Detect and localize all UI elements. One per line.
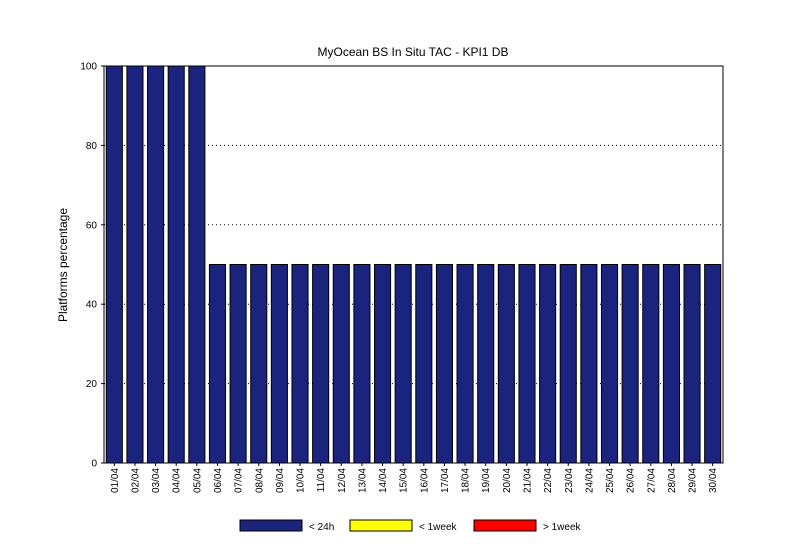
legend-label: < 24h [309,522,334,533]
bar [559,264,577,464]
legend-label: > 1week [543,522,582,533]
y-tick-label: 0 [91,459,97,470]
bar [229,264,247,464]
x-tick-label: 25/04 [605,468,616,493]
x-tick-label: 13/04 [357,468,368,493]
legend: < 24h < 1week > 1week [239,519,582,533]
bar [394,264,412,464]
bar [270,264,288,464]
plot-frame [103,65,724,464]
bars-group [105,65,722,464]
legend-swatch [239,519,303,532]
y-tick-label: 80 [86,141,98,152]
bar [518,264,536,464]
bar [374,264,392,464]
x-tick-label: 18/04 [461,468,472,493]
x-tick-label: 04/04 [172,468,183,493]
bar [704,264,722,464]
bar [250,264,268,464]
bar [291,264,309,464]
bar [208,264,227,464]
legend-swatch [349,519,413,532]
bar [621,264,639,464]
x-tick-label: 21/04 [522,468,533,493]
axes-group [103,65,724,464]
legend-label: < 1week [419,522,458,533]
x-tick-label: 24/04 [584,468,595,493]
bar [497,264,515,464]
x-tick-label: 07/04 [234,468,245,493]
bar [662,264,680,464]
bar [415,264,433,464]
bar [600,264,619,464]
bar [477,264,495,464]
x-tick-label: 05/04 [192,468,203,493]
legend-swatch [473,519,537,532]
bar [353,264,371,464]
y-axis-label: Platforms percentage [56,208,70,322]
bar [105,65,123,464]
bar [126,65,144,464]
x-tick-label: 12/04 [337,468,348,493]
x-tick-label: 17/04 [440,468,451,493]
y-tick-label: 40 [86,300,98,311]
chart-title: MyOcean BS In Situ TAC - KPI1 DB [318,45,509,59]
x-tick-label: 22/04 [543,468,554,493]
bar [312,264,330,464]
x-ticks-group: 01/04 02/04 03/04 04/04 05/04 06/04 07/04 08/04… [110,463,719,493]
x-tick-label: 16/04 [419,468,430,493]
x-tick-label: 01/04 [110,468,121,493]
bar [539,264,557,464]
bar [580,264,598,464]
x-tick-label: 28/04 [667,468,678,493]
y-tick-label: 20 [86,379,98,390]
bar [147,65,165,464]
x-tick-label: 02/04 [130,468,141,493]
x-tick-label: 27/04 [646,468,657,493]
x-tick-label: 09/04 [275,468,286,493]
x-tick-label: 15/04 [399,468,410,493]
bar [188,65,206,464]
y-tick-label: 100 [80,62,97,73]
bar [332,264,350,464]
x-tick-label: 19/04 [481,468,492,493]
x-tick-label: 14/04 [378,468,389,493]
x-tick-label: 20/04 [502,468,513,493]
x-tick-label: 11/04 [316,468,327,493]
bar [456,264,474,464]
x-tick-label: 30/04 [708,468,719,493]
bar [167,65,185,464]
bar [642,264,660,464]
x-tick-label: 06/04 [213,468,224,493]
x-tick-label: 08/04 [254,468,265,493]
x-tick-label: 23/04 [564,468,575,493]
y-ticks-group: 0 20 40 60 80 100 [80,62,104,470]
y-tick-label: 60 [86,220,98,231]
x-tick-label: 29/04 [688,468,699,493]
bar [435,264,453,464]
x-tick-label: 26/04 [626,468,637,493]
x-tick-label: 03/04 [151,468,162,493]
x-tick-label: 10/04 [296,468,307,493]
bar [683,264,701,464]
